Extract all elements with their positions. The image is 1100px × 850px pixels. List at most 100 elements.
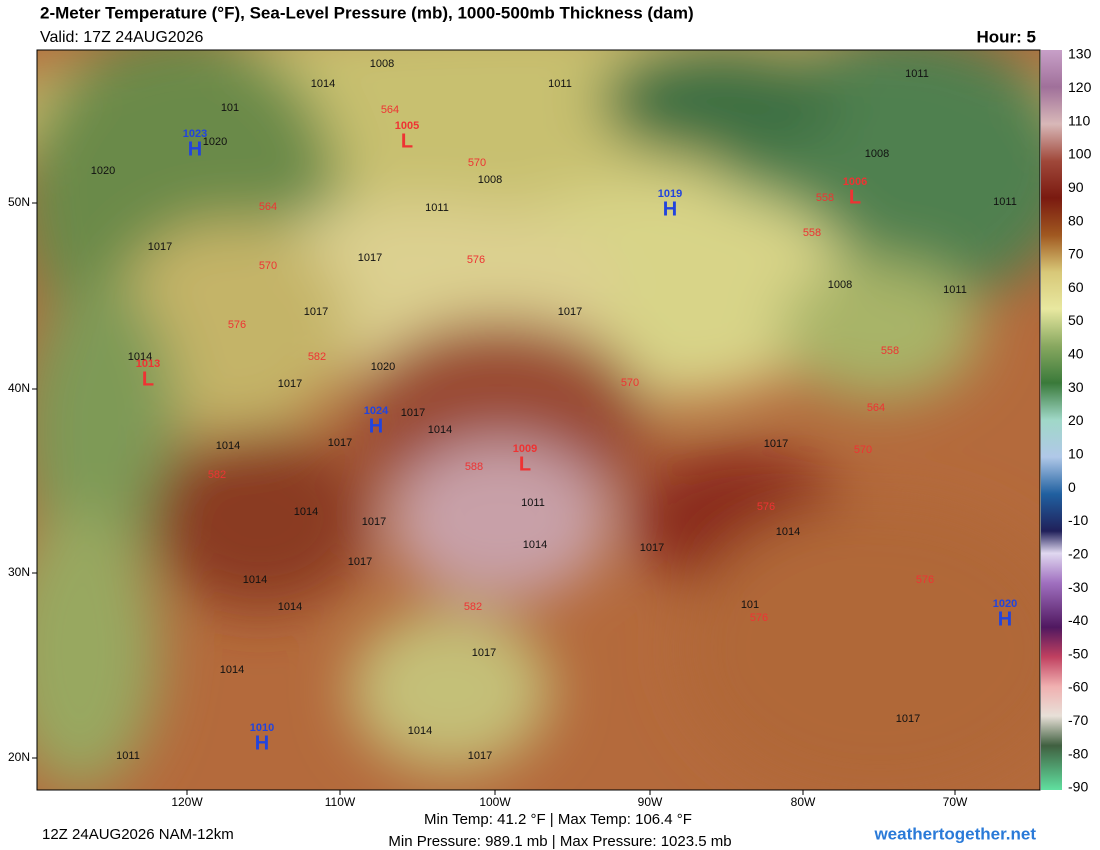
colorbar-label: -20 (1068, 545, 1088, 561)
colorbar-label: -80 (1068, 745, 1088, 761)
isobar-label: 1017 (640, 542, 664, 554)
isobar-label: 1014 (278, 601, 302, 613)
isobar-label: 1017 (558, 306, 582, 318)
system-pressure: 1013 (136, 358, 160, 370)
thickness-label: 576 (916, 574, 934, 586)
isobar-label: 1011 (425, 202, 449, 214)
thickness-label: 570 (259, 260, 277, 272)
system-pressure: 1023 (183, 128, 207, 140)
isobar-label: 1014 (128, 351, 152, 363)
colorbar-label: 130 (1068, 46, 1092, 62)
isobar-label: 1014 (428, 424, 452, 436)
system-letter: L (142, 368, 154, 390)
colorbar (1041, 50, 1062, 790)
thickness-label: 576 (757, 501, 775, 513)
thickness-label: 564 (867, 402, 885, 414)
colorbar-label: -70 (1068, 712, 1088, 728)
thickness-label: 582 (308, 351, 326, 363)
thickness-label: 576 (467, 254, 485, 266)
forecast-hour: Hour: 5 (977, 27, 1037, 46)
colorbar-label: 110 (1068, 112, 1091, 128)
colorbar-label: -90 (1068, 779, 1088, 795)
isobar-label: 1014 (408, 725, 432, 737)
thickness-label: 588 (465, 461, 483, 473)
model-run: 12Z 24AUG2026 NAM-12km (42, 826, 234, 843)
system-pressure: 1005 (395, 120, 419, 132)
lon-label: 90W (638, 795, 663, 809)
isobar-label: 1017 (362, 516, 386, 528)
lat-label: 20N (8, 750, 30, 764)
isobar-label: 1008 (478, 174, 502, 186)
lon-label: 70W (943, 795, 968, 809)
isobar-label: 1017 (764, 438, 788, 450)
isobar-label: 1011 (905, 68, 929, 80)
isobar-label: 1017 (472, 647, 496, 659)
thickness-label: 576 (228, 319, 246, 331)
isobar-label: 1020 (91, 165, 115, 177)
thickness-label: 570 (621, 377, 639, 389)
isobar-label: 1017 (328, 437, 352, 449)
system-letter: H (255, 732, 269, 754)
thickness-label: 558 (816, 192, 834, 204)
isobar-label: 1011 (993, 196, 1017, 208)
isobar-label: 1008 (865, 148, 889, 160)
isobar-label: 1017 (358, 252, 382, 264)
thickness-label: 564 (381, 104, 399, 116)
isobar-label: 1011 (116, 750, 140, 762)
colorbar-label: -30 (1068, 579, 1088, 595)
isobar-label: 1011 (943, 284, 967, 296)
system-letter: H (663, 198, 677, 220)
colorbar-label: -40 (1068, 612, 1088, 628)
isobar-label: 101 (221, 102, 239, 114)
system-letter: H (369, 415, 383, 437)
colorbar-label: -50 (1068, 645, 1088, 661)
system-letter: L (849, 186, 861, 208)
colorbar-label: 80 (1068, 212, 1084, 228)
colorbar-label: 10 (1068, 446, 1084, 462)
isobar-label: 1017 (348, 556, 372, 568)
thickness-label: 558 (881, 345, 899, 357)
isobar-label: 1017 (896, 713, 920, 725)
map-frame (36, 49, 1041, 791)
system-letter: H (998, 608, 1012, 630)
isobar-label: 1017 (401, 407, 425, 419)
thickness-label: 582 (464, 601, 482, 613)
thickness-label: 576 (750, 612, 768, 624)
thickness-label: 558 (803, 227, 821, 239)
isobar-label: 1008 (370, 58, 394, 70)
isobar-label: 1020 (371, 361, 395, 373)
lat-label: 50N (8, 195, 30, 209)
isobar-label: 1020 (203, 136, 227, 148)
colorbar-label: -60 (1068, 679, 1088, 695)
site-link[interactable]: weathertogether.net (873, 824, 1036, 843)
colorbar-label: 40 (1068, 346, 1084, 362)
colorbar-label: 70 (1068, 246, 1084, 262)
valid-time: Valid: 17Z 24AUG2026 (40, 29, 203, 46)
colorbar-label: 50 (1068, 312, 1084, 328)
colorbar-label: 20 (1068, 412, 1084, 428)
system-letter: L (519, 453, 531, 475)
isobar-label: 1014 (294, 506, 318, 518)
colorbar-label: 100 (1068, 146, 1092, 162)
isobar-label: 1011 (548, 78, 572, 90)
isobar-label: 1017 (304, 306, 328, 318)
system-pressure: 1020 (993, 598, 1017, 610)
colorbar-label: -10 (1068, 512, 1088, 528)
system-pressure: 1010 (250, 722, 274, 734)
isobar-label: 1014 (220, 664, 244, 676)
system-letter: H (188, 138, 202, 160)
colorbar-label: 0 (1068, 479, 1076, 495)
isobar-label: 1014 (776, 526, 800, 538)
lat-label: 30N (8, 565, 30, 579)
lon-label: 110W (325, 795, 356, 809)
system-letter: L (401, 130, 413, 152)
temp-range: Min Temp: 41.2 °F | Max Temp: 106.4 °F (424, 811, 692, 828)
thickness-label: 564 (259, 201, 277, 213)
lon-label: 120W (171, 795, 203, 809)
isobar-label: 1014 (243, 574, 267, 586)
lat-label: 40N (8, 381, 30, 395)
colorbar-label: 90 (1068, 179, 1084, 195)
map-area (37, 50, 1040, 790)
